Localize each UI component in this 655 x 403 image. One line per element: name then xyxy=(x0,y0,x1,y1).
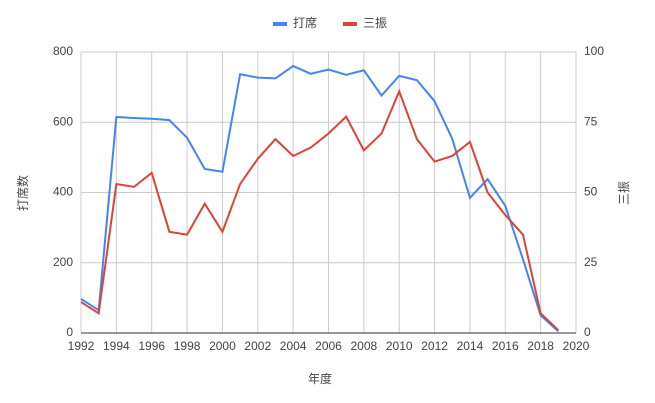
x-tick-label: 2008 xyxy=(351,339,378,353)
x-tick-label: 2018 xyxy=(527,339,554,353)
y-axis-title: 打席数 xyxy=(15,175,30,211)
x-tick-label: 2004 xyxy=(280,339,307,353)
x-tick-label: 2000 xyxy=(209,339,236,353)
y2-tick-label: 25 xyxy=(584,255,598,269)
line-series xyxy=(80,88,560,331)
y2-axis-title: 三振 xyxy=(617,181,631,205)
legend-label: 打席 xyxy=(293,15,317,30)
y2-tick-label: 100 xyxy=(584,44,604,58)
y2-tick-label: 75 xyxy=(584,114,598,128)
x-tick-label: 2010 xyxy=(386,339,413,353)
x-tick-label: 2014 xyxy=(457,339,484,353)
x-axis-title: 年度 xyxy=(308,371,332,386)
x-tick-label: 1994 xyxy=(103,339,130,353)
x-tick-label: 2020 xyxy=(563,339,590,353)
x-tick-label: 2016 xyxy=(492,339,519,353)
y2-tick-label: 50 xyxy=(584,185,598,199)
x-tick-label: 1998 xyxy=(174,339,201,353)
y-tick-label: 200 xyxy=(53,255,73,269)
x-tick-label: 2012 xyxy=(421,339,448,353)
x-tick-label: 1996 xyxy=(138,339,165,353)
y2-tick-label: 0 xyxy=(584,325,591,339)
x-tick-label: 2006 xyxy=(315,339,342,353)
x-tick-label: 2002 xyxy=(244,339,271,353)
y-tick-label: 400 xyxy=(53,185,73,199)
legend-label: 三振 xyxy=(363,16,387,30)
x-tick-label: 1992 xyxy=(68,339,95,353)
y-tick-label: 0 xyxy=(66,325,73,339)
line-series xyxy=(80,64,559,332)
y-tick-label: 800 xyxy=(53,44,73,58)
y-tick-label: 600 xyxy=(53,114,73,128)
